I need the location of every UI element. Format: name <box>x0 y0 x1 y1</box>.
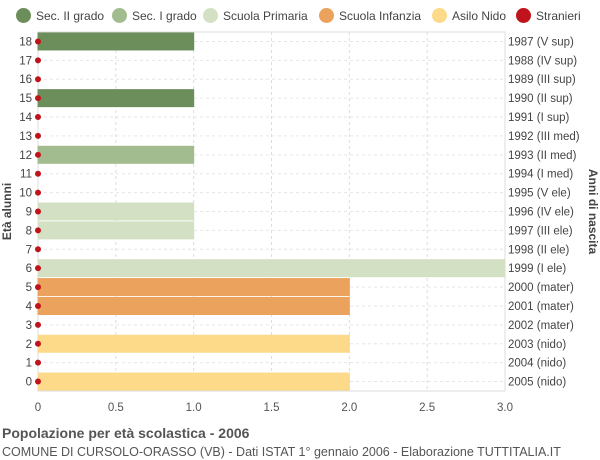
stranieri-point <box>35 340 41 347</box>
x-tick-label: 2.5 <box>419 402 435 414</box>
stranieri-point <box>35 321 41 328</box>
legend-item-scuola-primaria: Scuola Primaria <box>203 8 308 23</box>
legend-swatch-sec-ii-grado <box>16 8 31 23</box>
y-tick-label-year: 2002 (mater) <box>508 320 574 332</box>
legend-swatch-sec-i-grado <box>112 8 127 23</box>
stranieri-point <box>35 359 41 366</box>
stranieri-point <box>35 95 41 102</box>
legend-label-asilo-nido: Asilo Nido <box>452 8 507 23</box>
y-tick-label-age: 10 <box>19 188 32 200</box>
y-tick-label-year: 1991 (I sup) <box>508 112 570 124</box>
x-tick-label: 1.5 <box>264 402 280 414</box>
legend-swatch-scuola-primaria <box>203 8 218 23</box>
y-tick-label-age: 0 <box>26 377 32 389</box>
stranieri-point <box>35 378 41 385</box>
bar <box>37 278 350 297</box>
y-tick-label-year: 2005 (nido) <box>508 377 566 389</box>
y-tick-label-year: 1997 (III ele) <box>508 225 573 237</box>
stranieri-point <box>35 189 41 196</box>
x-tick-label: 1.0 <box>186 402 202 414</box>
bar <box>37 145 195 164</box>
legend-item-sec-ii-grado: Sec. II grado <box>16 8 104 23</box>
stranieri-point <box>35 302 41 309</box>
y-axis-title-right: Anni di nascita <box>586 169 600 255</box>
legend-swatch-asilo-nido <box>432 8 447 23</box>
x-tick-label: 2.0 <box>341 402 357 414</box>
x-tick-label: 0 <box>35 402 41 414</box>
bar-chart: 0 0.5 1.0 1.5 2.0 2.5 3.018 1987 (V sup)17 1988 … <box>0 31 600 414</box>
stranieri-point <box>35 76 41 83</box>
y-tick-label-age: 17 <box>19 55 32 67</box>
y-tick-label-year: 1988 (IV sup) <box>508 55 577 67</box>
y-tick-label-year: 2001 (mater) <box>508 301 574 313</box>
stranieri-point <box>35 151 41 158</box>
y-tick-label-age: 15 <box>19 93 32 105</box>
y-tick-label-age: 16 <box>19 74 32 86</box>
stranieri-point <box>35 38 41 45</box>
y-tick-label-age: 3 <box>26 320 32 332</box>
stranieri-point <box>35 57 41 64</box>
stranieri-point <box>35 227 41 234</box>
x-tick-label: 0.5 <box>108 402 124 414</box>
y-tick-label-year: 1989 (III sup) <box>508 74 576 86</box>
legend-label-sec-ii-grado: Sec. II grado <box>36 8 105 23</box>
bar <box>37 32 195 51</box>
legend-label-stranieri: Stranieri <box>536 8 581 23</box>
y-tick-label-year: 2003 (nido) <box>508 339 566 351</box>
stranieri-point <box>35 114 41 121</box>
y-tick-label-year: 2004 (nido) <box>508 358 566 370</box>
legend-item-asilo-nido: Asilo Nido <box>432 8 506 23</box>
chart-title: Popolazione per età scolastica - 2006 <box>2 425 250 441</box>
y-tick-label-age: 7 <box>26 244 32 256</box>
y-tick-label-age: 11 <box>20 169 32 181</box>
legend-label-sec-i-grado: Sec. I grado <box>132 8 197 23</box>
legend-label-scuola-infanzia: Scuola Infanzia <box>339 8 422 23</box>
stranieri-point <box>35 246 41 253</box>
y-tick-label-age: 2 <box>26 339 32 351</box>
y-tick-label-age: 13 <box>19 131 32 143</box>
x-tick-label: 3.0 <box>497 402 513 414</box>
bar <box>37 202 195 221</box>
y-tick-label-year: 1987 (V sup) <box>508 36 574 48</box>
chart-subtitle: COMUNE DI CURSOLO-ORASSO (VB) - Dati IST… <box>2 445 561 459</box>
stranieri-point <box>35 208 41 215</box>
bar <box>37 89 195 108</box>
y-tick-label-age: 12 <box>19 150 32 162</box>
y-tick-label-age: 18 <box>19 36 32 48</box>
y-tick-label-year: 1995 (V ele) <box>508 188 571 200</box>
bar <box>37 259 506 278</box>
y-tick-label-age: 1 <box>26 358 32 370</box>
y-tick-label-age: 9 <box>26 207 32 219</box>
y-tick-label-year: 1998 (II ele) <box>508 244 570 256</box>
y-tick-label-year: 1993 (II med) <box>508 150 577 162</box>
legend-swatch-stranieri <box>516 8 531 23</box>
y-tick-label-age: 4 <box>26 301 33 313</box>
legend-item-sec-i-grado: Sec. I grado <box>112 8 197 23</box>
y-tick-label-year: 1992 (III med) <box>508 131 580 143</box>
stranieri-point <box>35 132 41 139</box>
stranieri-point <box>35 284 41 291</box>
bar <box>37 221 195 240</box>
y-tick-label-year: 1994 (I med) <box>508 169 573 181</box>
y-tick-label-age: 14 <box>19 112 32 124</box>
y-tick-label-year: 1999 (I ele) <box>508 263 566 275</box>
chart-legend: Sec. II grado Sec. I grado Scuola Primar… <box>0 0 600 32</box>
y-tick-label-year: 1996 (IV ele) <box>508 207 574 219</box>
legend-label-scuola-primaria: Scuola Primaria <box>223 8 308 23</box>
legend-item-scuola-infanzia: Scuola Infanzia <box>319 8 421 23</box>
legend-swatch-scuola-infanzia <box>319 8 334 23</box>
stranieri-point <box>35 170 41 177</box>
y-axis-title-left: Età alunni <box>0 183 14 240</box>
y-tick-label-year: 2000 (mater) <box>508 282 574 294</box>
y-tick-label-age: 6 <box>26 263 32 275</box>
y-tick-label-age: 8 <box>26 225 32 237</box>
y-tick-label-year: 1990 (II sup) <box>508 93 573 105</box>
stranieri-point <box>35 265 41 272</box>
bar <box>37 296 350 315</box>
legend-item-stranieri: Stranieri <box>516 8 581 23</box>
y-tick-label-age: 5 <box>26 282 32 294</box>
bar <box>37 372 350 391</box>
bar <box>37 334 350 353</box>
